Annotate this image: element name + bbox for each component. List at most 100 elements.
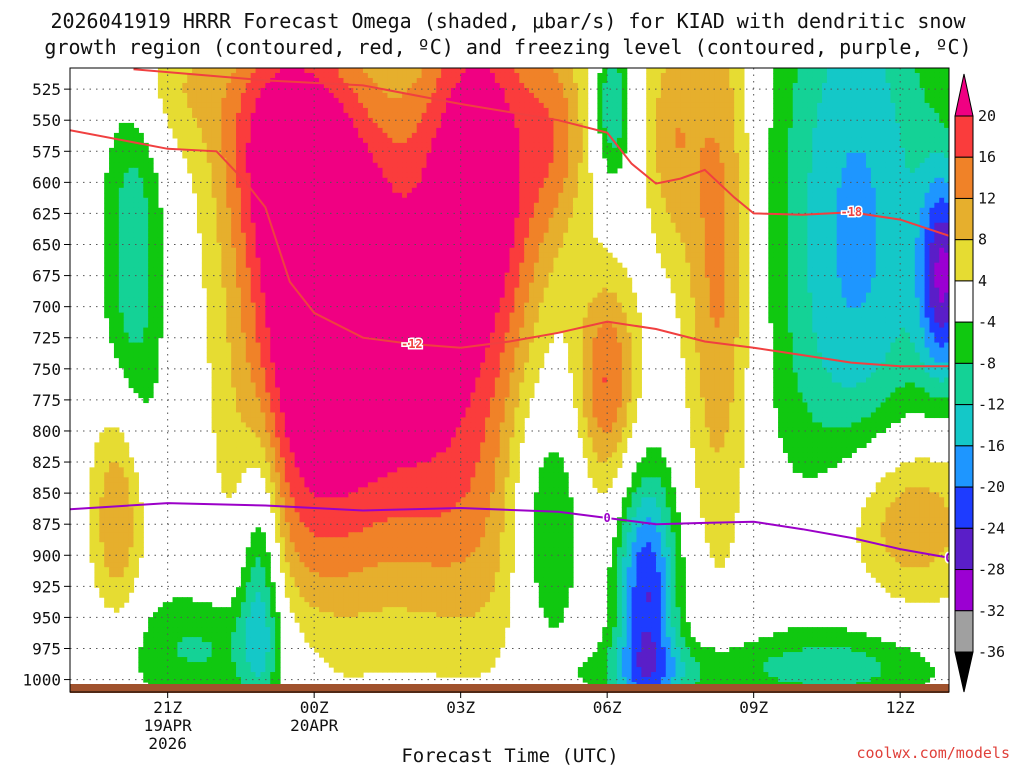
omega-cell — [363, 177, 369, 184]
omega-cell — [802, 117, 808, 124]
omega-cell — [343, 167, 349, 174]
omega-cell — [270, 167, 276, 174]
omega-cell — [690, 202, 696, 209]
omega-cell — [865, 197, 872, 204]
omega-cell — [279, 72, 286, 79]
omega-cell — [494, 202, 501, 209]
omega-cell — [367, 102, 374, 109]
omega-cell — [529, 177, 535, 184]
omega-cell — [509, 212, 515, 219]
omega-cell — [699, 152, 706, 159]
omega-cell — [734, 147, 740, 154]
omega-cell — [304, 177, 310, 184]
omega-cell — [797, 167, 804, 174]
omega-cell — [856, 167, 862, 174]
omega-cell — [905, 167, 911, 174]
omega-cell — [153, 212, 159, 219]
omega-cell — [861, 92, 867, 99]
omega-cell — [206, 162, 213, 169]
omega-cell — [856, 77, 862, 84]
omega-cell — [934, 122, 940, 129]
omega-cell — [782, 167, 789, 174]
omega-cell — [416, 137, 423, 144]
omega-cell — [499, 102, 506, 109]
omega-cell — [602, 147, 608, 154]
omega-cell — [807, 177, 813, 184]
omega-cell — [529, 92, 535, 99]
omega-cell — [558, 87, 564, 94]
omega-cell — [563, 162, 569, 169]
omega-cell — [563, 202, 569, 209]
omega-cell — [192, 162, 198, 169]
omega-cell — [470, 152, 476, 159]
omega-cell — [250, 177, 257, 184]
omega-cell — [338, 212, 345, 219]
omega-cell — [465, 212, 472, 219]
omega-cell — [279, 167, 286, 174]
omega-cell — [309, 167, 315, 174]
omega-cell — [270, 97, 276, 104]
omega-cell — [826, 177, 833, 184]
omega-cell — [885, 97, 891, 104]
omega-cell — [543, 177, 550, 184]
omega-cell — [372, 192, 379, 199]
omega-cell — [221, 147, 227, 154]
omega-cell — [148, 192, 154, 199]
omega-cell — [719, 227, 725, 234]
omega-cell — [289, 207, 296, 214]
omega-cell — [470, 217, 476, 224]
omega-cell — [944, 202, 949, 209]
omega-cell — [489, 217, 496, 224]
omega-cell — [533, 157, 540, 164]
omega-cell — [792, 177, 799, 184]
omega-cell — [323, 147, 330, 154]
omega-cell — [465, 87, 472, 94]
omega-cell — [509, 187, 515, 194]
omega-cell — [729, 107, 735, 114]
omega-cell — [387, 172, 393, 179]
omega-cell — [905, 132, 911, 139]
omega-cell — [128, 177, 135, 184]
omega-cell — [323, 92, 330, 99]
omega-cell — [192, 137, 198, 144]
omega-cell — [236, 182, 242, 189]
omega-cell — [856, 197, 862, 204]
omega-cell — [675, 172, 682, 179]
omega-cell — [861, 77, 867, 84]
omega-cell — [240, 77, 247, 84]
omega-cell — [734, 82, 740, 89]
omega-cell — [328, 192, 335, 199]
omega-cell — [719, 162, 725, 169]
omega-cell — [782, 177, 789, 184]
omega-cell — [519, 122, 525, 129]
omega-cell — [563, 68, 569, 74]
omega-cell — [231, 227, 237, 234]
omega-cell — [846, 152, 852, 159]
omega-cell — [480, 142, 486, 149]
omega-cell — [792, 147, 799, 154]
omega-cell — [538, 102, 545, 109]
omega-cell — [279, 187, 286, 194]
omega-cell — [909, 167, 916, 174]
omega-cell — [885, 182, 891, 189]
omega-cell — [934, 162, 940, 169]
omega-cell — [314, 147, 320, 154]
omega-cell — [572, 147, 579, 154]
omega-cell — [704, 172, 711, 179]
omega-cell — [275, 197, 281, 204]
omega-cell — [865, 192, 872, 199]
omega-cell — [279, 177, 286, 184]
omega-cell — [211, 107, 218, 114]
omega-cell — [436, 87, 442, 94]
omega-cell — [533, 222, 540, 229]
omega-cell — [289, 197, 296, 204]
omega-cell — [416, 222, 423, 229]
omega-cell — [792, 68, 799, 74]
omega-cell — [900, 72, 906, 79]
omega-cell — [289, 77, 296, 84]
omega-cell — [822, 97, 828, 104]
omega-cell — [250, 182, 257, 189]
omega-cell — [856, 97, 862, 104]
omega-cell — [890, 147, 896, 154]
omega-cell — [773, 102, 779, 109]
